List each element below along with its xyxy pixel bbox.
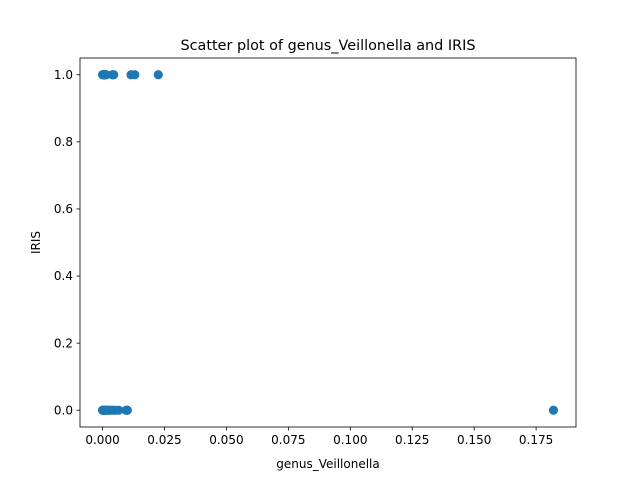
x-axis-label: genus_Veillonella [276,457,379,471]
data-points [97,70,559,415]
y-tick-label: 0.6 [54,202,73,216]
chart-title: Scatter plot of genus_Veillonella and IR… [180,38,475,54]
x-axis-ticks: 0.000 0.025 0.050 0.075 0.100 0.125 0.150 0.175 [85,427,553,447]
x-tick-label: 0.000 [85,433,119,447]
x-tick-label: 0.100 [333,433,367,447]
plot-frame [79,57,577,428]
y-tick-label: 0.0 [54,403,73,417]
data-point [548,405,559,415]
x-tick-label: 0.150 [457,433,491,447]
data-point [130,70,140,80]
y-axis-label: IRIS [29,231,43,254]
x-tick-label: 0.025 [147,433,181,447]
data-point [109,70,119,80]
y-axis-ticks: 0.0 0.2 0.4 0.6 0.8 1.0 [54,68,80,417]
data-point [153,70,163,80]
x-tick-label: 0.050 [209,433,243,447]
y-tick-label: 0.4 [54,269,73,283]
y-tick-label: 0.2 [54,336,73,350]
x-tick-label: 0.075 [271,433,305,447]
y-tick-label: 0.8 [54,135,73,149]
x-tick-label: 0.125 [395,433,429,447]
data-point [114,405,124,415]
x-tick-label: 0.175 [519,433,553,447]
data-point [122,405,132,415]
y-tick-label: 1.0 [54,68,73,82]
